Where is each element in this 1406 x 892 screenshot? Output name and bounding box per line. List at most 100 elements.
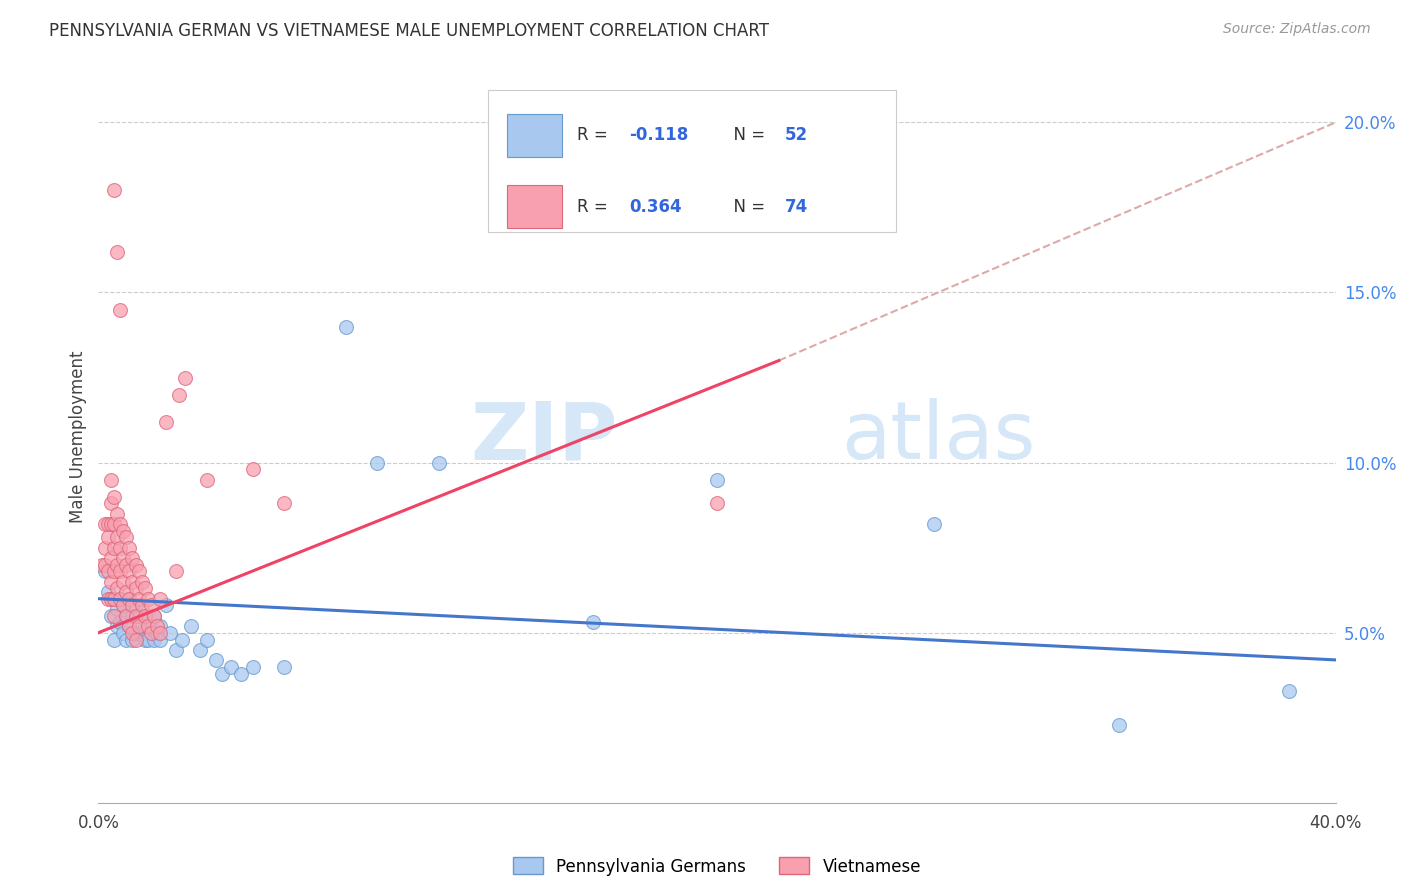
Point — [221, 659, 243, 673]
Point — [124, 608, 146, 623]
Point — [121, 632, 143, 647]
Point — [100, 591, 122, 606]
Point — [115, 585, 138, 599]
Point — [105, 602, 128, 616]
Point — [146, 619, 169, 633]
Bar — [506, 114, 562, 157]
Point — [108, 591, 131, 606]
Point — [103, 490, 125, 504]
Point — [134, 632, 156, 647]
Point — [195, 632, 218, 647]
Point — [427, 456, 450, 470]
Bar — [506, 186, 562, 228]
Point — [159, 625, 181, 640]
Point — [149, 625, 172, 640]
Point — [1278, 683, 1301, 698]
Point — [112, 625, 135, 640]
Point — [103, 565, 125, 579]
Point — [242, 462, 264, 476]
Point — [146, 625, 169, 640]
Point — [131, 625, 153, 640]
Point — [180, 619, 202, 633]
Point — [149, 632, 172, 647]
Point — [112, 599, 135, 613]
Point — [366, 456, 388, 470]
Point — [136, 608, 159, 623]
Point — [105, 244, 128, 259]
Point — [211, 666, 233, 681]
Point — [108, 565, 131, 579]
Point — [124, 632, 146, 647]
Point — [706, 496, 728, 510]
Point — [112, 599, 135, 613]
Point — [115, 531, 138, 545]
Point — [103, 541, 125, 555]
Text: -0.118: -0.118 — [630, 127, 689, 145]
Point — [103, 632, 125, 647]
Point — [165, 565, 187, 579]
Point — [134, 608, 156, 623]
Point — [100, 550, 122, 565]
Point — [103, 591, 125, 606]
Point — [108, 516, 131, 531]
Point — [922, 516, 945, 531]
Point — [195, 473, 218, 487]
Point — [118, 541, 141, 555]
Text: 0.364: 0.364 — [630, 198, 682, 216]
Legend: Pennsylvania Germans, Vietnamese: Pennsylvania Germans, Vietnamese — [506, 851, 928, 882]
Point — [139, 625, 162, 640]
Point — [143, 608, 166, 623]
Point — [155, 415, 177, 429]
Point — [97, 565, 120, 579]
Point — [190, 642, 212, 657]
Point — [229, 666, 252, 681]
Point — [108, 615, 131, 630]
Point — [103, 591, 125, 606]
Point — [136, 619, 159, 633]
Point — [97, 585, 120, 599]
Point — [136, 632, 159, 647]
Point — [128, 591, 150, 606]
Text: N =: N = — [723, 198, 770, 216]
Point — [118, 619, 141, 633]
Point — [105, 558, 128, 572]
Point — [165, 642, 187, 657]
Point — [105, 531, 128, 545]
Point — [128, 619, 150, 633]
Point — [706, 473, 728, 487]
Point — [149, 591, 172, 606]
Point — [100, 516, 122, 531]
Point — [134, 582, 156, 596]
Point — [103, 516, 125, 531]
Point — [105, 507, 128, 521]
Y-axis label: Male Unemployment: Male Unemployment — [69, 351, 87, 524]
Point — [136, 591, 159, 606]
Point — [103, 183, 125, 197]
Point — [124, 582, 146, 596]
Point — [93, 516, 115, 531]
FancyBboxPatch shape — [488, 89, 897, 232]
Point — [93, 558, 115, 572]
Point — [112, 524, 135, 538]
Point — [112, 574, 135, 589]
Point — [112, 550, 135, 565]
Text: 74: 74 — [785, 198, 808, 216]
Text: N =: N = — [723, 127, 770, 145]
Point — [97, 516, 120, 531]
Point — [143, 632, 166, 647]
Point — [242, 659, 264, 673]
Point — [115, 632, 138, 647]
Text: PENNSYLVANIA GERMAN VS VIETNAMESE MALE UNEMPLOYMENT CORRELATION CHART: PENNSYLVANIA GERMAN VS VIETNAMESE MALE U… — [49, 22, 769, 40]
Point — [105, 619, 128, 633]
Point — [121, 608, 143, 623]
Point — [149, 619, 172, 633]
Point — [124, 558, 146, 572]
Point — [139, 599, 162, 613]
Point — [124, 625, 146, 640]
Point — [90, 558, 112, 572]
Point — [103, 608, 125, 623]
Point — [115, 558, 138, 572]
Point — [121, 574, 143, 589]
Point — [131, 574, 153, 589]
Text: 52: 52 — [785, 127, 808, 145]
